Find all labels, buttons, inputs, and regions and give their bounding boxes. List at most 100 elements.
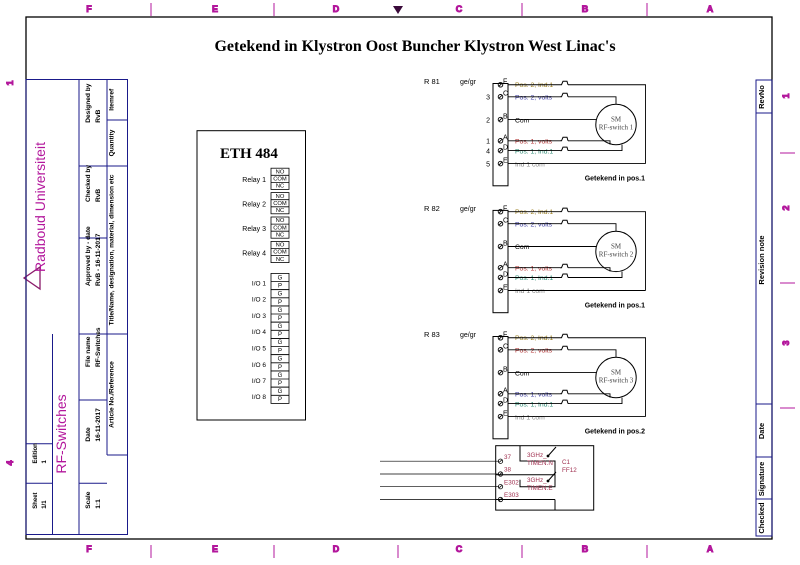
svg-text:Pos. 2, Ind.1: Pos. 2, Ind.1 <box>515 209 553 216</box>
svg-text:D: D <box>503 271 508 278</box>
svg-text:F: F <box>86 4 92 14</box>
svg-text:Checked by: Checked by <box>85 165 92 202</box>
svg-text:3: 3 <box>781 340 791 345</box>
svg-text:TIMEN.N: TIMEN.N <box>527 460 553 467</box>
svg-text:R 83: R 83 <box>424 330 440 339</box>
svg-text:1: 1 <box>42 460 48 464</box>
svg-text:E: E <box>212 4 218 14</box>
svg-text:COM: COM <box>273 201 287 207</box>
svg-text:RevNo: RevNo <box>757 85 766 109</box>
svg-text:ge/gr: ge/gr <box>460 332 477 339</box>
svg-text:I/O 2: I/O 2 <box>252 297 266 304</box>
svg-text:G: G <box>278 357 283 363</box>
svg-text:C: C <box>456 4 463 14</box>
svg-text:Getekend in pos.1: Getekend in pos.1 <box>585 176 645 183</box>
svg-text:B: B <box>503 367 508 374</box>
svg-text:Scale: Scale <box>85 491 92 509</box>
svg-text:NC: NC <box>276 184 284 190</box>
svg-text:Com: Com <box>515 244 530 251</box>
svg-text:G: G <box>278 340 283 346</box>
svg-text:F: F <box>503 79 507 86</box>
svg-text:RF-Switches: RF-Switches <box>95 327 102 367</box>
svg-text:D: D <box>333 544 340 554</box>
svg-text:3GHz_: 3GHz_ <box>527 452 547 459</box>
svg-text:C: C <box>503 91 508 98</box>
svg-text:RvB: RvB <box>95 189 102 202</box>
svg-text:Getekend in pos.1: Getekend in pos.1 <box>585 303 645 310</box>
svg-text:NC: NC <box>276 232 284 238</box>
svg-text:3GHz_: 3GHz_ <box>527 477 547 484</box>
svg-text:P: P <box>278 381 282 387</box>
svg-text:C: C <box>456 544 463 554</box>
svg-text:2: 2 <box>781 205 791 210</box>
svg-text:I/O 6: I/O 6 <box>252 362 266 369</box>
svg-text:P: P <box>278 365 282 371</box>
svg-text:Signature: Signature <box>757 462 766 497</box>
svg-text:P: P <box>278 300 282 306</box>
svg-text:Getekend in Klystron Oost Bunc: Getekend in Klystron Oost Buncher Klystr… <box>214 38 615 55</box>
svg-text:38: 38 <box>504 467 512 474</box>
svg-text:Edition: Edition <box>33 443 39 464</box>
svg-text:I/O 3: I/O 3 <box>252 313 266 320</box>
svg-text:Designed by: Designed by <box>85 83 92 123</box>
svg-text:E: E <box>503 284 508 291</box>
svg-text:Pos. 1, Ind.1: Pos. 1, Ind.1 <box>515 148 553 155</box>
svg-text:TIMEN.E: TIMEN.E <box>527 485 553 492</box>
svg-text:Pos. 1, volts: Pos. 1, volts <box>515 139 553 146</box>
svg-text:E303: E303 <box>504 492 519 499</box>
svg-text:Quantity: Quantity <box>109 129 116 156</box>
svg-text:R 82: R 82 <box>424 204 440 213</box>
svg-text:Itemref: Itemref <box>109 88 116 111</box>
svg-text:E: E <box>503 411 508 418</box>
svg-text:Relay 3: Relay 3 <box>242 226 266 233</box>
svg-text:A: A <box>503 262 508 269</box>
svg-text:1: 1 <box>486 139 490 146</box>
svg-text:Pos. 1, volts: Pos. 1, volts <box>515 392 553 399</box>
svg-text:RF-switch 1: RF-switch 1 <box>599 124 634 132</box>
svg-text:1: 1 <box>781 93 791 98</box>
svg-text:ETH 484: ETH 484 <box>220 146 278 162</box>
svg-text:RvB - 16-11-2017: RvB - 16-11-2017 <box>95 233 102 286</box>
svg-text:C: C <box>503 344 508 351</box>
svg-text:E302: E302 <box>504 479 519 486</box>
svg-text:NO: NO <box>276 243 285 249</box>
svg-text:SM: SM <box>611 242 622 250</box>
svg-text:Ind 1 com: Ind 1 com <box>515 288 545 295</box>
svg-text:Pos. 2, volts: Pos. 2, volts <box>515 348 553 355</box>
svg-text:B: B <box>582 544 589 554</box>
svg-text:2: 2 <box>486 117 490 124</box>
svg-text:Title/Name, designation, mater: Title/Name, designation, material, dimen… <box>109 174 116 325</box>
svg-text:Ind 1 com: Ind 1 com <box>515 161 545 168</box>
svg-text:SM: SM <box>611 369 622 377</box>
svg-text:C1: C1 <box>562 459 571 466</box>
svg-text:G: G <box>278 308 283 314</box>
svg-text:37: 37 <box>504 454 512 461</box>
svg-text:Approved by - date: Approved by - date <box>85 226 92 286</box>
svg-text:RvB: RvB <box>95 109 102 122</box>
svg-text:ge/gr: ge/gr <box>460 79 477 86</box>
svg-text:B: B <box>582 4 589 14</box>
svg-text:File name: File name <box>85 336 92 367</box>
svg-text:G: G <box>278 373 283 379</box>
svg-text:I/O 5: I/O 5 <box>252 346 266 353</box>
svg-text:I/O 1: I/O 1 <box>252 281 266 288</box>
svg-text:5: 5 <box>486 161 490 168</box>
svg-text:COM: COM <box>273 225 287 231</box>
svg-text:NC: NC <box>276 208 284 214</box>
svg-text:Pos. 1, Ind.1: Pos. 1, Ind.1 <box>515 401 553 408</box>
svg-text:1/1: 1/1 <box>42 500 48 509</box>
svg-text:Article No./Reference: Article No./Reference <box>109 361 116 428</box>
svg-text:A: A <box>503 388 508 395</box>
svg-text:RF-Switches: RF-Switches <box>53 394 69 473</box>
svg-text:RF-switch 3: RF-switch 3 <box>599 377 634 385</box>
svg-text:R 81: R 81 <box>424 77 440 86</box>
svg-text:Com: Com <box>515 370 530 377</box>
svg-text:COM: COM <box>273 250 287 256</box>
svg-text:A: A <box>707 4 714 14</box>
svg-text:E: E <box>503 158 508 165</box>
svg-text:Pos. 2, Ind.1: Pos. 2, Ind.1 <box>515 82 553 89</box>
svg-text:A: A <box>503 135 508 142</box>
svg-text:Relay 4: Relay 4 <box>242 251 266 258</box>
svg-text:F: F <box>503 205 507 212</box>
svg-text:4: 4 <box>5 460 15 465</box>
